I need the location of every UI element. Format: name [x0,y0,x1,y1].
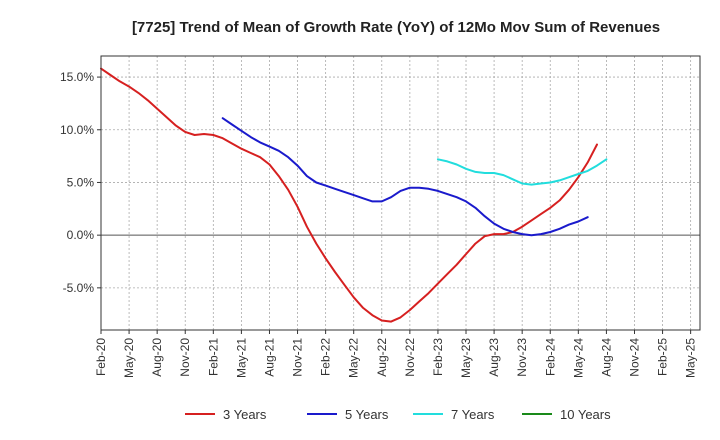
x-tick-label: Feb-23 [431,338,445,376]
x-tick-label: Aug-24 [599,338,613,377]
x-tick-label: Feb-22 [319,338,333,376]
legend-label: 5 Years [345,407,389,422]
x-tick-label: Feb-24 [543,338,557,376]
legend-label: 3 Years [223,407,267,422]
y-tick-label: 15.0% [60,70,94,84]
x-tick-label: Nov-22 [403,338,417,377]
series-line-5-years [221,117,589,237]
x-tick-label: Feb-25 [656,338,670,376]
y-tick-label: 10.0% [60,123,94,137]
y-tick-label: 5.0% [67,175,95,189]
x-tick-label: Nov-20 [178,338,192,377]
legend: 3 Years 5 Years 7 Years 10 Years [185,407,611,422]
series-line-7-years [436,158,608,186]
x-tick-label: May-22 [347,338,361,378]
x-tick-label: May-25 [684,338,698,378]
x-tick-label: Nov-23 [515,338,529,377]
x-tick-label: Nov-21 [291,338,305,377]
x-tick-label: May-21 [234,338,248,378]
legend-label: 10 Years [560,407,611,422]
x-tick-label: Nov-24 [627,338,641,377]
series-line-3-years [100,67,598,323]
x-tick-label: May-20 [122,338,136,378]
x-tick-label: May-24 [571,338,585,378]
x-axis-ticks: Feb-20 May-20 Aug-20 Nov-20 Feb-21 May-21 Aug-… [94,330,698,378]
series-layer [100,67,608,323]
y-tick-label: -5.0% [63,281,95,295]
y-axis-ticks: 15.0% 10.0% 5.0% 0.0% -5.0% [60,70,101,295]
y-tick-label: 0.0% [67,228,95,242]
x-tick-label: Aug-22 [375,338,389,377]
x-tick-label: Feb-21 [206,338,220,376]
x-tick-label: Aug-23 [487,338,501,377]
x-tick-label: Aug-21 [262,338,276,377]
x-tick-label: May-23 [459,338,473,378]
grid-layer [100,56,700,330]
x-tick-label: Aug-20 [150,338,164,377]
legend-label: 7 Years [451,407,495,422]
x-tick-label: Feb-20 [94,338,108,376]
chart-title: [7725] Trend of Mean of Growth Rate (YoY… [132,19,660,36]
plot-frame [100,55,701,331]
